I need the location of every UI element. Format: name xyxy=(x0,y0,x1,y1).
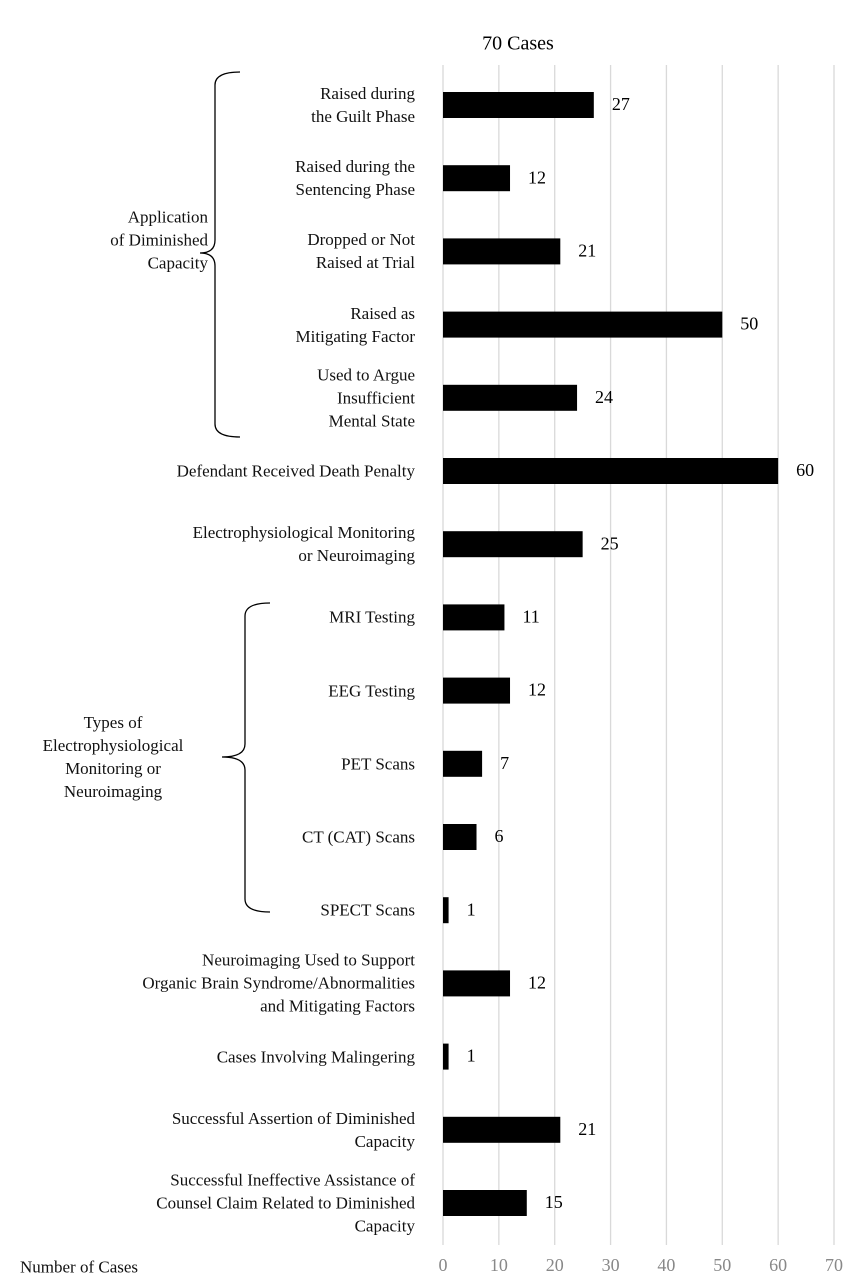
value-label: 1 xyxy=(467,1046,476,1066)
bar xyxy=(443,531,583,558)
x-axis-label: Number of Cases xyxy=(20,1257,139,1277)
x-tick-label: 0 xyxy=(439,1255,448,1275)
x-tick-label: 40 xyxy=(657,1255,675,1275)
y-tick-label: Electrophysiological Monitoring or Neuro… xyxy=(192,523,415,566)
bar xyxy=(443,1116,561,1143)
y-tick-label: Used to Argue Insufficient Mental State xyxy=(317,365,415,431)
y-tick-label: CT (CAT) Scans xyxy=(301,827,415,847)
value-label: 12 xyxy=(528,167,546,187)
value-label: 60 xyxy=(796,460,814,480)
y-tick-label: Successful Ineffective Assistance of Cou… xyxy=(156,1170,415,1236)
bar xyxy=(443,311,723,338)
y-tick-label: Raised as Mitigating Factor xyxy=(295,303,415,346)
value-label: 50 xyxy=(740,314,758,334)
x-tick-label: 10 xyxy=(490,1255,508,1275)
bar xyxy=(443,92,594,118)
y-tick-label: Neuroimaging Used to Support Organic Bra… xyxy=(142,950,415,1016)
y-tick-label: Dropped or Not Raised at Trial xyxy=(307,230,415,273)
bar xyxy=(443,677,511,704)
value-label: 27 xyxy=(612,94,630,114)
bar xyxy=(443,1043,449,1070)
bar xyxy=(443,458,779,484)
value-label: 11 xyxy=(522,607,539,627)
group-label: Application of Diminished Capacity xyxy=(110,207,208,273)
bar xyxy=(443,384,578,411)
y-tick-label: MRI Testing xyxy=(329,607,415,627)
value-label: 12 xyxy=(528,680,546,700)
value-label: 7 xyxy=(500,753,509,773)
value-label: 25 xyxy=(601,533,619,553)
y-tick-label: Raised during the Sentencing Phase xyxy=(295,157,415,200)
y-tick-label: Successful Assertion of Diminished Capac… xyxy=(171,1108,415,1151)
y-tick-label: PET Scans xyxy=(341,754,415,774)
bar xyxy=(443,165,511,192)
x-tick-label: 30 xyxy=(602,1255,620,1275)
group-brace xyxy=(221,602,271,913)
value-label: 15 xyxy=(545,1192,563,1212)
x-tick-label: 20 xyxy=(546,1255,564,1275)
value-label: 12 xyxy=(528,973,546,993)
value-label: 21 xyxy=(578,241,596,261)
value-label: 1 xyxy=(467,899,476,919)
bar xyxy=(443,604,505,631)
bar xyxy=(443,897,449,924)
x-tick-label: 50 xyxy=(713,1255,731,1275)
value-label: 24 xyxy=(595,387,613,407)
bar xyxy=(443,970,511,997)
bar xyxy=(443,238,561,265)
bar xyxy=(443,750,483,777)
y-tick-label: Raised during the Guilt Phase xyxy=(311,84,415,126)
y-tick-label: SPECT Scans xyxy=(320,900,415,920)
chart-title: 70 Cases xyxy=(482,33,554,55)
value-label: 21 xyxy=(578,1119,596,1139)
y-tick-label: EEG Testing xyxy=(328,681,415,701)
y-tick-label: Defendant Received Death Penalty xyxy=(176,461,415,481)
group-label: Types of Electrophysiological Monitoring… xyxy=(42,713,184,801)
value-label: 6 xyxy=(495,826,504,846)
y-tick-label: Cases Involving Malingering xyxy=(216,1047,415,1067)
x-tick-label: 70 xyxy=(825,1255,843,1275)
group-brace xyxy=(199,71,241,438)
bar xyxy=(443,1190,527,1216)
x-tick-label: 60 xyxy=(769,1255,787,1275)
bar xyxy=(443,824,477,850)
